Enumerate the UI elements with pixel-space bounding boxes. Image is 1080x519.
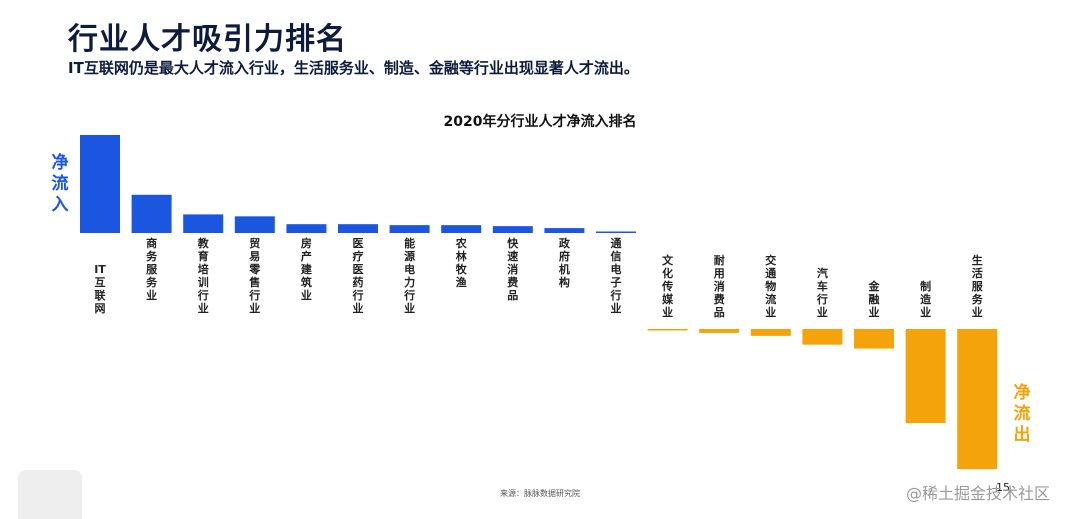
category-label-快速消费品: 快速消费品 xyxy=(506,236,519,302)
category-label-耐用消费品: 耐用消费品 xyxy=(714,253,725,319)
chart-title: 2020年分行业人才净流入排名 xyxy=(443,114,637,130)
bar-交通物流业 xyxy=(750,329,791,336)
inflow-label: 净流入 xyxy=(51,153,69,215)
page-title: 行业人才吸引力排名 xyxy=(68,22,347,57)
category-label-制造业: 制造业 xyxy=(920,279,932,319)
category-label-政府机构: 政府机构 xyxy=(559,236,571,289)
category-label-通信电子行业: 通信电子行业 xyxy=(610,237,622,315)
category-label-能源电力行业: 能源电力行业 xyxy=(403,236,415,315)
bar-文化传媒业 xyxy=(647,329,688,331)
bar-房产建筑业 xyxy=(286,224,327,233)
bar-汽车行业 xyxy=(802,329,843,345)
category-label-房产建筑业: 房产建筑业 xyxy=(301,236,313,302)
category-label-金融业: 金融业 xyxy=(868,279,881,319)
bar-快速消费品 xyxy=(492,226,533,233)
bar-金融业 xyxy=(854,329,894,349)
category-label-商务服务业: 商务服务业 xyxy=(146,236,158,302)
bar-医疗医药行业 xyxy=(338,224,378,233)
bar-能源电力行业 xyxy=(389,225,430,233)
bar-政府机构 xyxy=(544,228,585,233)
bar-生活服务业 xyxy=(957,329,998,470)
chart-title-wrap: 2020年分行业人才净流入排名 xyxy=(0,111,1080,131)
category-label-生活服务业: 生活服务业 xyxy=(972,253,984,319)
watermark: @稀土掘金技术社区 xyxy=(906,484,1051,503)
category-label-汽车行业: 汽车行业 xyxy=(816,266,828,319)
source-note: 来源：脉脉数据研究院 xyxy=(500,489,580,498)
bar-教育培训行业 xyxy=(183,214,224,233)
category-label-IT互联网: IT 互联网 xyxy=(94,263,106,315)
bar-通信电子行业 xyxy=(596,231,636,233)
category-label-贸易零售行业: 贸易零售行业 xyxy=(248,236,261,315)
bar-商务服务业 xyxy=(131,194,172,233)
bar-IT互联网 xyxy=(80,135,120,233)
corner-decoration xyxy=(18,470,82,519)
bar-贸易零售行业 xyxy=(234,216,275,233)
page-number: 15 xyxy=(996,481,1010,494)
category-label-教育培训行业: 教育培训行业 xyxy=(197,236,210,315)
category-label-农林牧渔: 农林牧渔 xyxy=(455,236,468,289)
bar-农林牧渔 xyxy=(441,225,482,233)
outflow-label: 净流出 xyxy=(1013,383,1031,445)
category-label-文化传媒业: 文化传媒业 xyxy=(661,253,674,319)
source-note-wrap: 来源：脉脉数据研究院 xyxy=(0,488,1080,499)
category-label-交通物流业: 交通物流业 xyxy=(765,253,776,319)
bar-制造业 xyxy=(905,329,946,424)
bar-耐用消费品 xyxy=(699,329,740,333)
page-subtitle: IT互联网仍是最大人才流入行业，生活服务业、制造、金融等行业出现显著人才流出。 xyxy=(68,59,639,77)
category-label-医疗医药行业: 医疗医药行业 xyxy=(352,237,364,315)
